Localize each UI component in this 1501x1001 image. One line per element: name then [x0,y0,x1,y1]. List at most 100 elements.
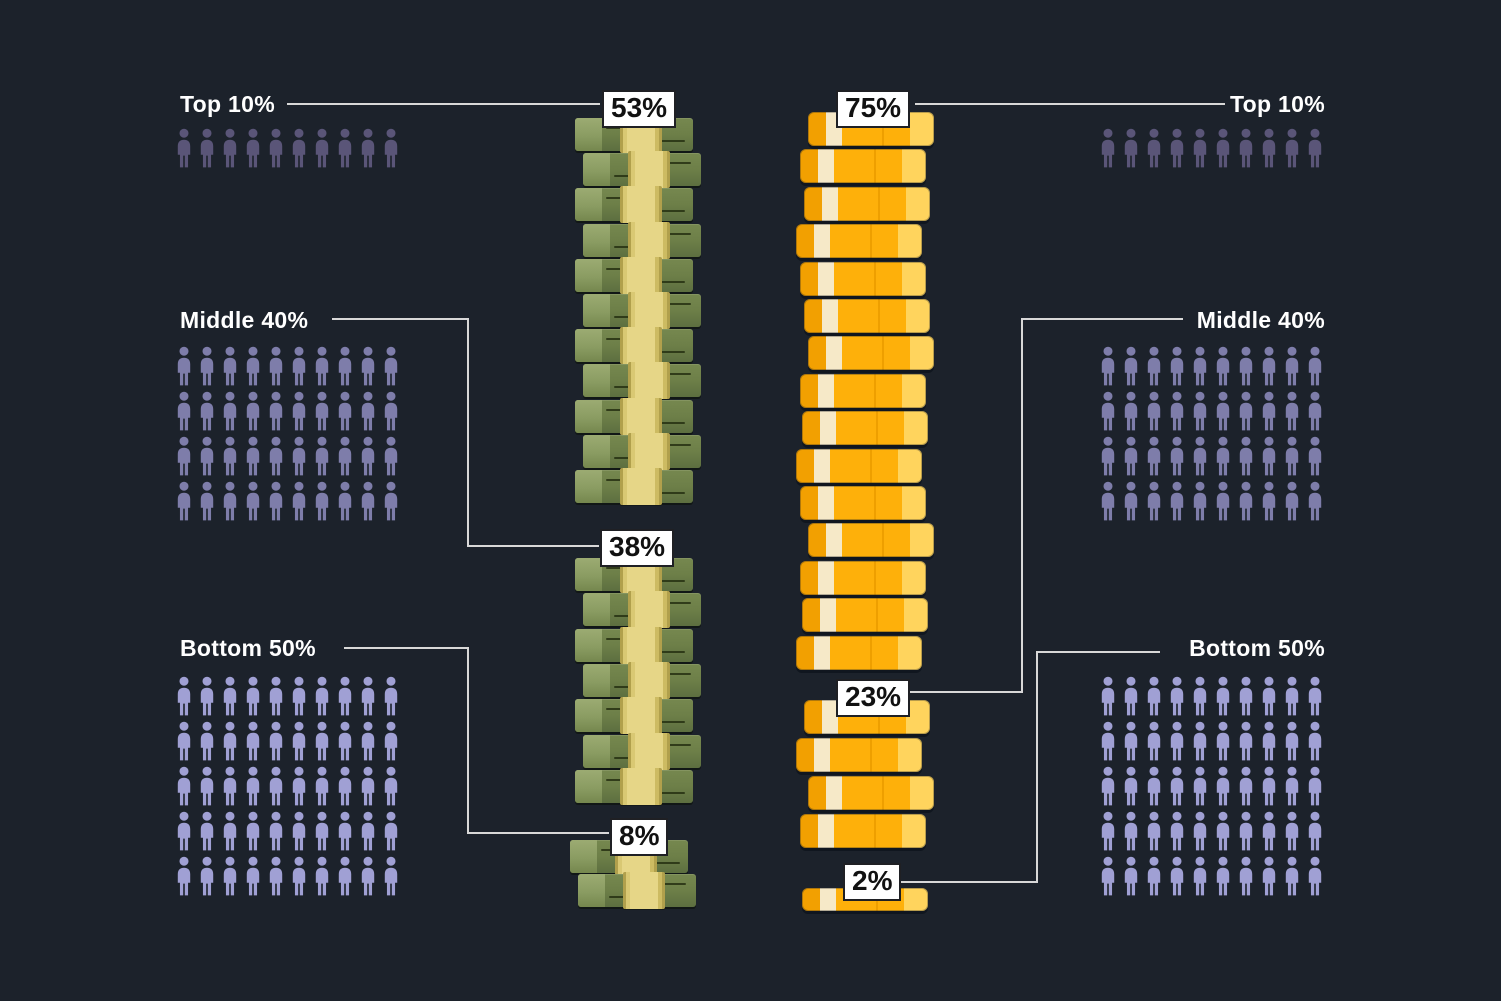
person-icon [1147,481,1161,521]
person-icon [269,436,283,476]
person-icon [1124,481,1138,521]
gold-bar [802,411,928,445]
person-icon [1216,481,1230,521]
person-icon [1193,346,1207,386]
cash-bundle [575,768,693,805]
person-icon [1193,766,1207,806]
person-icon [177,481,191,521]
person-icon [1170,436,1184,476]
gold-bar [800,149,926,183]
gold-bar [800,262,926,296]
person-icon [361,676,375,716]
bill-streak [645,351,685,353]
person-icon [1308,766,1322,806]
person-icon [1124,391,1138,431]
person-icon [1262,856,1276,896]
person-icon [384,766,398,806]
person-icon [1308,436,1322,476]
person-icon [1285,721,1299,761]
person-icon [1216,721,1230,761]
person-icon [1239,391,1253,431]
person-icon [1101,436,1115,476]
bill-streak [640,862,680,864]
person-icon [1285,391,1299,431]
badge-gold-23: 23% [836,679,911,718]
cash-bundle-end-cap [575,558,602,591]
cash-bundle [578,872,696,909]
person-icon [1239,128,1253,168]
person-icon [1124,676,1138,716]
person-icon [1124,721,1138,761]
person-icon [338,766,352,806]
cash-bundle [583,151,701,188]
person-icon [1239,811,1253,851]
gold-bar [800,561,926,595]
cash-bundle-end-cap [575,629,602,662]
person-icon [1239,436,1253,476]
person-icon [1285,676,1299,716]
gold-bar [800,374,926,408]
person-icon [1124,766,1138,806]
cash-bundle-end-cap [575,188,602,221]
person-icon [1147,856,1161,896]
gold-bar [796,449,922,483]
person-icon [1239,856,1253,896]
gold-bar [802,598,928,632]
person-icon [1101,721,1115,761]
person-icon [338,436,352,476]
person-icon [200,128,214,168]
person-icon [1308,676,1322,716]
cash-bundle-band [628,151,670,188]
cash-bundle [583,433,701,470]
person-icon [384,811,398,851]
person-icon [223,346,237,386]
person-icon [1285,436,1299,476]
cash-bundle [583,733,701,770]
person-icon [1170,811,1184,851]
gold-bar [800,814,926,848]
person-icon [1285,128,1299,168]
person-icon [177,721,191,761]
person-icon [1147,766,1161,806]
person-icon [177,856,191,896]
cash-bundle-end-cap [575,400,602,433]
cash-bundle-end-cap [575,329,602,362]
person-icon [1262,481,1276,521]
person-icon [315,346,329,386]
person-icon [1262,721,1276,761]
person-icon [269,128,283,168]
person-icon [1193,436,1207,476]
cash-bundle-end-cap [583,435,610,468]
person-icon [246,391,260,431]
person-icon [384,721,398,761]
person-icon [200,766,214,806]
person-icon [269,766,283,806]
person-icon [1101,391,1115,431]
cash-bundle-end-cap [575,259,602,292]
person-icon [315,391,329,431]
person-icon [1239,346,1253,386]
person-icon [223,856,237,896]
person-icon [384,128,398,168]
person-icon [246,481,260,521]
bill-streak [657,162,691,164]
person-icon [384,481,398,521]
person-icon [246,128,260,168]
person-icon [1101,676,1115,716]
person-icon [338,481,352,521]
cash-bundle-end-cap [575,118,602,151]
person-icon [1124,346,1138,386]
cash-bundle-end-cap [578,874,605,907]
cash-bundle-end-cap [583,664,610,697]
badge-gold-75: 75% [836,90,911,129]
person-icon [338,676,352,716]
person-icon [1239,721,1253,761]
person-icon [361,346,375,386]
cash-bundle [583,591,701,628]
cash-bundle [575,327,693,364]
person-icon [1124,811,1138,851]
person-icon [1147,721,1161,761]
person-icon [1308,128,1322,168]
person-icon [361,856,375,896]
